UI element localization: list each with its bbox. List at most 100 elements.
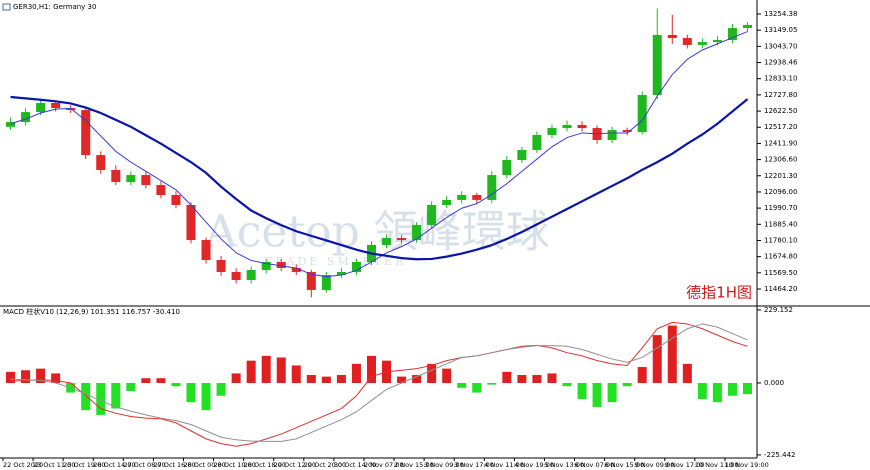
- x-tick-label: 6 Nov 07:00: [575, 461, 615, 469]
- candle-body: [412, 224, 422, 241]
- y-tick-label: 12411.90: [764, 139, 797, 147]
- histogram-bar: [141, 378, 151, 383]
- histogram-bar: [261, 355, 271, 383]
- histogram-bar: [427, 363, 437, 383]
- candle-body: [742, 24, 752, 29]
- histogram-bar: [412, 375, 422, 383]
- x-tick-label: 10 Nov 11:00: [695, 461, 739, 469]
- candle-body: [156, 185, 166, 196]
- x-tick-label: 3 Nov 09:00: [424, 461, 464, 469]
- y-tick-label: 11990.70: [764, 204, 797, 212]
- histogram-bar: [667, 325, 677, 383]
- candle-body: [201, 240, 211, 260]
- histogram-bar: [697, 383, 707, 399]
- candle-body: [126, 175, 136, 182]
- candle-body: [577, 124, 587, 129]
- candle-body: [727, 28, 737, 41]
- x-tick-label: 23 Oct 19:00: [63, 461, 105, 469]
- histogram-bar: [126, 383, 136, 391]
- candle-body: [291, 267, 301, 272]
- indicator-title: MACD 柱状V10 (12,26,9) 101.351 116.757 -30…: [3, 307, 180, 316]
- indicator-line: [10, 321, 748, 447]
- histogram-bar: [21, 370, 31, 383]
- histogram-bar: [321, 376, 331, 383]
- x-tick-label: 28 Oct 18:00: [244, 461, 286, 469]
- y-tick-label: -225.442: [764, 451, 795, 459]
- histogram-bar: [111, 383, 121, 409]
- x-tick-label: 23 Oct 11:00: [33, 461, 75, 469]
- chart-title: GER30,H1: Germany 30: [13, 3, 96, 11]
- watermark: TRADE SMARTER: [265, 255, 406, 268]
- histogram-bar: [457, 383, 467, 388]
- histogram-bar: [547, 373, 557, 383]
- candle-body: [472, 195, 482, 200]
- candle-body: [547, 128, 557, 135]
- histogram-bar: [712, 383, 722, 403]
- candle-body: [712, 40, 722, 43]
- y-tick-label: 229.152: [764, 306, 793, 314]
- candle-body: [532, 134, 542, 151]
- x-tick-label: 5 Nov 13:00: [544, 461, 584, 469]
- candle-body: [306, 271, 316, 290]
- indicator-line: [10, 323, 748, 442]
- histogram-bar: [36, 368, 46, 383]
- x-tick-label: 27 Oct 16:00: [153, 461, 195, 469]
- histogram-bar: [637, 367, 647, 383]
- candle-body: [96, 155, 106, 170]
- x-tick-label: 2 Nov 15:00: [394, 461, 434, 469]
- x-tick-label: 6 Nov 15:00: [605, 461, 645, 469]
- histogram-bar: [231, 373, 241, 383]
- histogram-bar: [607, 383, 617, 403]
- x-tick-label: 9 Nov 17:00: [665, 461, 705, 469]
- candle-body: [397, 238, 407, 241]
- histogram-bar: [622, 383, 632, 387]
- y-tick-label: 13043.70: [764, 42, 797, 50]
- indicator-line: [10, 95, 749, 261]
- candle-body: [652, 34, 662, 96]
- x-tick-label: 4 Nov 11:00: [484, 461, 524, 469]
- y-tick-label: 11569.50: [764, 269, 797, 277]
- histogram-bar: [51, 373, 61, 383]
- candle-body: [6, 122, 16, 127]
- y-tick-label: 13254.38: [764, 10, 797, 18]
- candle-body: [111, 169, 121, 182]
- y-tick-label: 12833.10: [764, 75, 797, 83]
- candle-body: [261, 261, 271, 270]
- candle-body: [697, 42, 707, 45]
- candle-body: [141, 175, 151, 186]
- candle-body: [637, 95, 647, 133]
- histogram-bar: [487, 383, 497, 385]
- candle-body: [502, 159, 512, 176]
- x-tick-label: 4 Nov 19:00: [514, 461, 554, 469]
- candle-body: [622, 130, 632, 133]
- y-tick-label: 12727.80: [764, 91, 797, 99]
- histogram-bar: [291, 365, 301, 383]
- histogram-bar: [682, 363, 692, 383]
- candle-body: [382, 238, 392, 245]
- candle-body: [81, 110, 91, 156]
- histogram-bar: [306, 375, 316, 383]
- y-tick-label: 11464.20: [764, 285, 797, 293]
- histogram-bar: [532, 375, 542, 383]
- histogram-bar: [351, 363, 361, 383]
- histogram-bar: [577, 383, 587, 399]
- candle-body: [66, 108, 76, 111]
- candle-body: [21, 112, 31, 123]
- candle-body: [442, 199, 452, 205]
- candle-body: [682, 38, 692, 45]
- histogram-bar: [96, 383, 106, 415]
- x-tick-label: 29 Oct 12:00: [274, 461, 316, 469]
- histogram-bar: [652, 335, 662, 383]
- candle-body: [517, 150, 527, 160]
- x-tick-label: 2 Nov 07:00: [364, 461, 404, 469]
- y-tick-label: 13149.05: [764, 26, 797, 34]
- candle-body: [667, 34, 677, 39]
- y-tick-label: 11885.40: [764, 220, 797, 228]
- y-tick-label: 0.000: [764, 379, 784, 387]
- x-tick-label: 22 Oct 2020: [3, 461, 43, 469]
- histogram-bar: [366, 355, 376, 383]
- candle-body: [276, 261, 286, 268]
- candle-body: [216, 259, 226, 272]
- candle-body: [351, 261, 361, 272]
